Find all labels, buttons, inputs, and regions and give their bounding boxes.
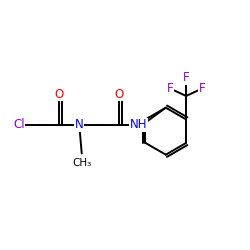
Text: Cl: Cl (13, 118, 24, 132)
Text: O: O (114, 88, 124, 101)
Text: F: F (183, 71, 190, 84)
Text: NH: NH (130, 118, 147, 132)
Text: CH₃: CH₃ (72, 158, 91, 168)
Text: F: F (199, 82, 205, 95)
Text: N: N (75, 118, 84, 132)
Text: F: F (167, 82, 173, 95)
Text: O: O (55, 88, 64, 101)
